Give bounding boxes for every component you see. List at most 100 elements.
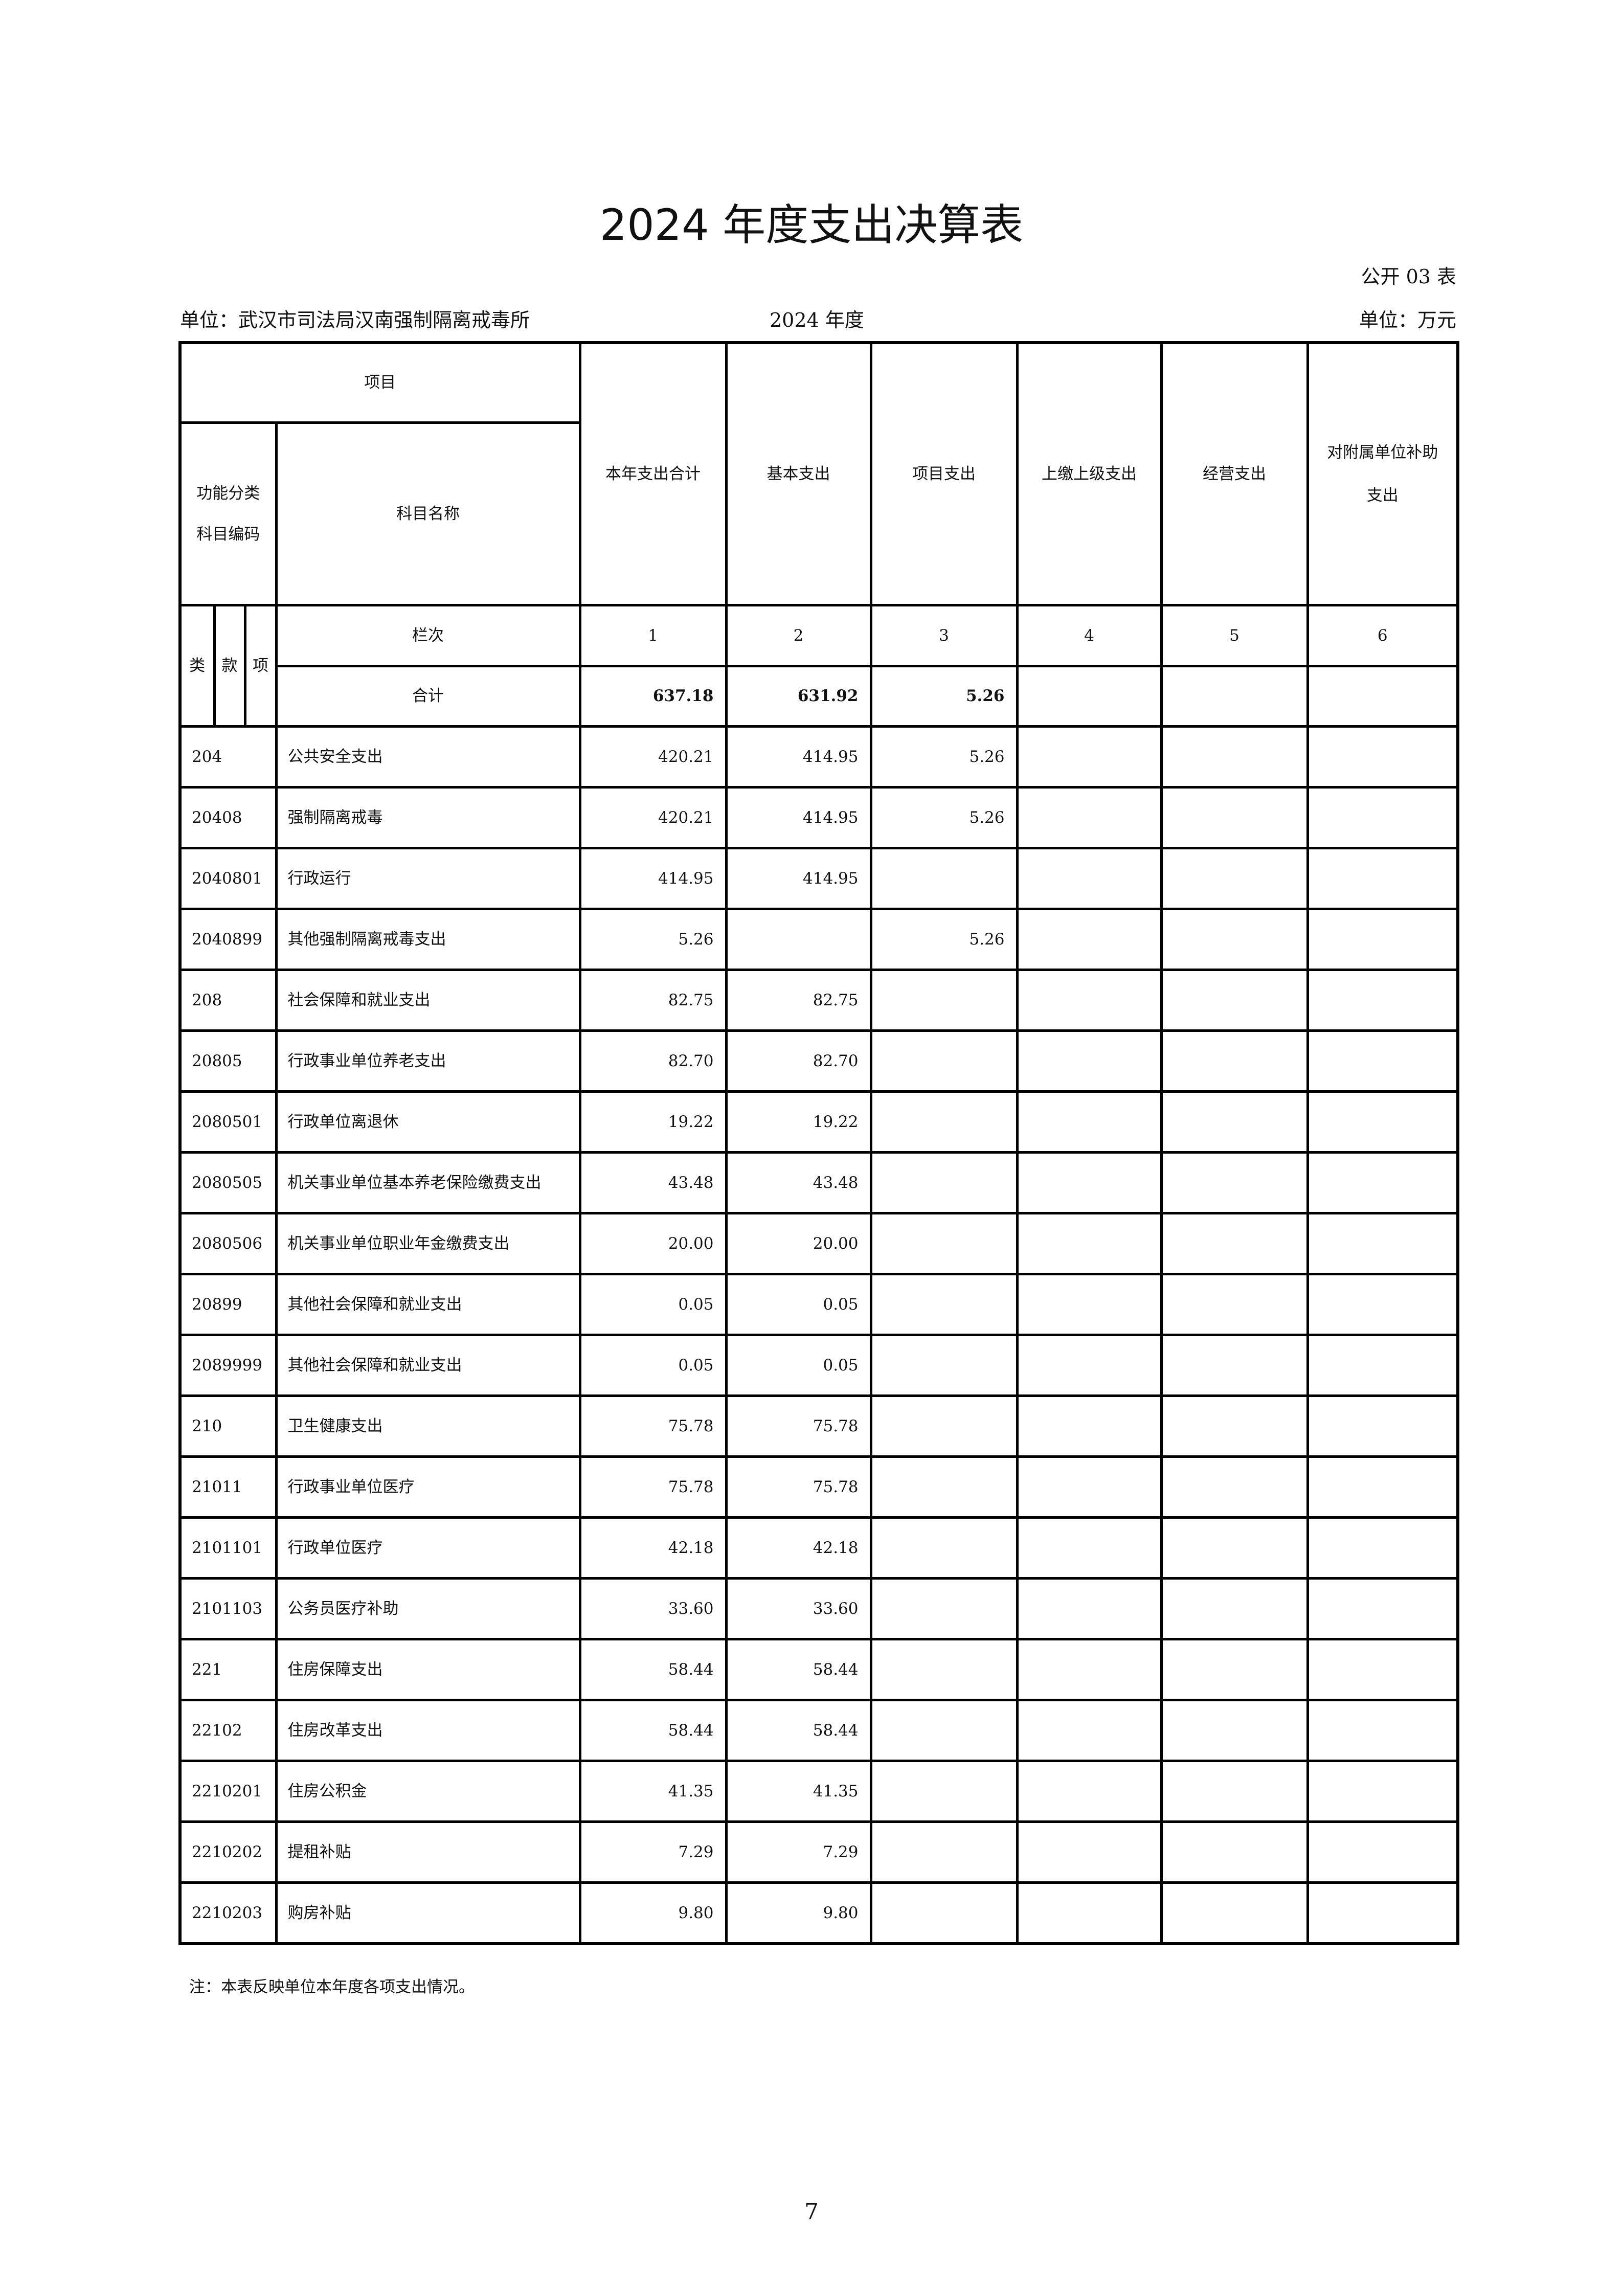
row-value xyxy=(1160,725,1309,789)
table-row: 204 公共安全支出 420.21 414.95 5.26 xyxy=(178,725,1459,789)
row-value xyxy=(1016,1698,1163,1762)
row-value xyxy=(1016,1820,1163,1884)
total-value: 637.18 xyxy=(578,664,728,728)
col-num-1: 1 xyxy=(578,603,728,667)
row-code: 2210202 xyxy=(178,1820,278,1884)
col-num-5: 5 xyxy=(1160,603,1309,667)
row-name: 公共安全支出 xyxy=(275,725,581,789)
header-col-2: 基本支出 xyxy=(725,341,872,606)
row-value xyxy=(1016,785,1163,849)
table-note: 注：本表反映单位本年度各项支出情况。 xyxy=(189,1978,475,1996)
row-value xyxy=(1016,1455,1163,1519)
row-name: 住房保障支出 xyxy=(275,1637,581,1701)
row-value xyxy=(869,1637,1019,1701)
row-value: 420.21 xyxy=(578,785,728,849)
row-value: 43.48 xyxy=(725,1151,872,1214)
row-code: 20408 xyxy=(178,785,278,849)
row-name: 其他强制隔离戒毒支出 xyxy=(275,907,581,971)
row-value: 41.35 xyxy=(578,1759,728,1823)
row-code: 22102 xyxy=(178,1698,278,1762)
row-value xyxy=(869,1759,1019,1823)
row-value xyxy=(1306,1759,1459,1823)
row-value xyxy=(1016,968,1163,1032)
row-value xyxy=(869,1516,1019,1580)
row-value xyxy=(1306,785,1459,849)
row-value xyxy=(869,1333,1019,1397)
table-row: 2080505 机关事业单位基本养老保险缴费支出 43.48 43.48 xyxy=(178,1151,1459,1214)
row-value xyxy=(1306,1881,1459,1945)
row-value xyxy=(1160,1698,1309,1762)
row-value: 58.44 xyxy=(578,1698,728,1762)
row-value xyxy=(1016,1090,1163,1154)
row-name: 提租补贴 xyxy=(275,1820,581,1884)
total-value xyxy=(1016,664,1163,728)
row-value: 82.70 xyxy=(578,1029,728,1093)
row-code: 2101103 xyxy=(178,1577,278,1640)
page-title: 2024 年度支出决算表 xyxy=(599,200,1024,250)
row-name: 强制隔离戒毒 xyxy=(275,785,581,849)
row-value xyxy=(1016,907,1163,971)
row-value xyxy=(1016,1211,1163,1275)
row-value: 58.44 xyxy=(578,1637,728,1701)
row-value xyxy=(1160,785,1309,849)
row-code: 208 xyxy=(178,968,278,1032)
row-value xyxy=(1306,1272,1459,1336)
row-value xyxy=(869,968,1019,1032)
row-value xyxy=(1016,1577,1163,1640)
row-value: 7.29 xyxy=(725,1820,872,1884)
row-value xyxy=(1016,1029,1163,1093)
row-value: 75.78 xyxy=(725,1455,872,1519)
row-value xyxy=(1306,1090,1459,1154)
table-row: 21011 行政事业单位医疗 75.78 75.78 xyxy=(178,1455,1459,1519)
header-code-label: 功能分类科目编码 xyxy=(196,484,260,544)
row-name: 行政单位医疗 xyxy=(275,1516,581,1580)
row-code: 20899 xyxy=(178,1272,278,1336)
table-row: 210 卫生健康支出 75.78 75.78 xyxy=(178,1394,1459,1458)
row-value: 75.78 xyxy=(578,1455,728,1519)
row-name: 购房补贴 xyxy=(275,1881,581,1945)
row-code: 20805 xyxy=(178,1029,278,1093)
reporting-unit: 单位：武汉市司法局汉南强制隔离戒毒所 xyxy=(180,309,530,331)
row-name: 机关事业单位职业年金缴费支出 xyxy=(275,1211,581,1275)
row-value xyxy=(1160,1029,1309,1093)
header-lanci: 栏次 xyxy=(275,603,581,667)
row-value xyxy=(1160,1455,1309,1519)
table-row: 2210201 住房公积金 41.35 41.35 xyxy=(178,1759,1459,1823)
row-name: 住房改革支出 xyxy=(275,1698,581,1762)
row-value xyxy=(1016,1151,1163,1214)
row-code: 2080501 xyxy=(178,1090,278,1154)
row-value: 43.48 xyxy=(578,1151,728,1214)
page-number: 7 xyxy=(804,2199,819,2225)
row-value: 0.05 xyxy=(725,1272,872,1336)
row-value: 82.70 xyxy=(725,1029,872,1093)
row-value xyxy=(1016,1333,1163,1397)
total-row: 合计 637.18 631.92 5.26 xyxy=(180,664,1459,728)
row-value xyxy=(1306,1151,1459,1214)
total-label: 合计 xyxy=(275,664,581,728)
header-code: 功能分类科目编码 xyxy=(178,421,278,606)
row-name: 社会保障和就业支出 xyxy=(275,968,581,1032)
header-name: 科目名称 xyxy=(275,421,581,606)
row-code: 2080505 xyxy=(178,1151,278,1214)
table-row: 208 社会保障和就业支出 82.75 82.75 xyxy=(178,968,1459,1032)
row-value xyxy=(869,1211,1019,1275)
row-name: 行政事业单位养老支出 xyxy=(275,1029,581,1093)
row-code: 2210203 xyxy=(178,1881,278,1945)
row-value: 5.26 xyxy=(869,785,1019,849)
row-name: 住房公积金 xyxy=(275,1759,581,1823)
row-code: 2040899 xyxy=(178,907,278,971)
row-name: 其他社会保障和就业支出 xyxy=(275,1333,581,1397)
header-col-4: 上缴上级支出 xyxy=(1016,341,1163,606)
row-value: 33.60 xyxy=(578,1577,728,1640)
row-code: 2089999 xyxy=(178,1333,278,1397)
row-value xyxy=(869,846,1019,910)
row-value xyxy=(1160,1394,1309,1458)
row-value xyxy=(1306,1516,1459,1580)
row-value: 82.75 xyxy=(578,968,728,1032)
row-value: 19.22 xyxy=(725,1090,872,1154)
row-value xyxy=(1306,1637,1459,1701)
row-value xyxy=(1160,1516,1309,1580)
row-value xyxy=(1306,1820,1459,1884)
header-lei: 类 xyxy=(178,603,216,728)
form-number: 公开 03 表 xyxy=(1361,265,1456,288)
